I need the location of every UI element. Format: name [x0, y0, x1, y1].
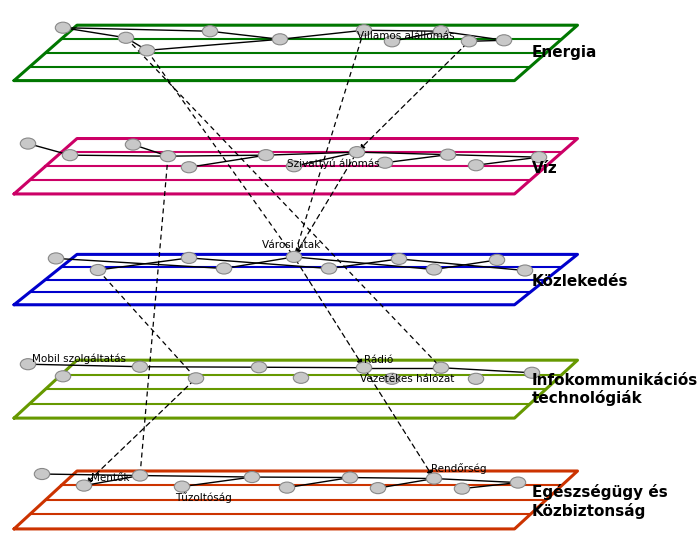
Circle shape: [132, 470, 148, 481]
Circle shape: [384, 36, 400, 47]
Text: Egészségügy és
Közbiztonság: Egészségügy és Közbiztonság: [532, 484, 668, 519]
Circle shape: [524, 367, 540, 378]
Text: Mentők: Mentők: [91, 473, 130, 482]
Text: Rendőrség: Rendőrség: [430, 463, 486, 474]
Circle shape: [34, 468, 50, 480]
Circle shape: [377, 157, 393, 168]
Circle shape: [20, 138, 36, 149]
Circle shape: [244, 472, 260, 482]
Circle shape: [216, 263, 232, 274]
Circle shape: [468, 160, 484, 171]
Circle shape: [321, 263, 337, 274]
Circle shape: [461, 36, 477, 47]
Circle shape: [356, 25, 372, 36]
Circle shape: [391, 253, 407, 265]
Circle shape: [517, 265, 533, 276]
Circle shape: [160, 150, 176, 162]
Circle shape: [90, 265, 106, 275]
Text: Rádió: Rádió: [364, 355, 393, 365]
Circle shape: [440, 149, 456, 160]
Circle shape: [76, 480, 92, 491]
Polygon shape: [14, 254, 578, 305]
Circle shape: [55, 371, 71, 382]
Circle shape: [293, 372, 309, 383]
Text: Szivattyú állomás: Szivattyú állomás: [287, 159, 379, 169]
Circle shape: [118, 32, 134, 43]
Circle shape: [510, 477, 526, 488]
Circle shape: [139, 45, 155, 56]
Circle shape: [202, 26, 218, 37]
Circle shape: [62, 150, 78, 161]
Circle shape: [489, 254, 505, 266]
Circle shape: [48, 253, 64, 264]
Circle shape: [356, 362, 372, 374]
Circle shape: [433, 362, 449, 374]
Text: Villamos alállomás: Villamos alállomás: [357, 31, 454, 41]
Polygon shape: [14, 139, 578, 194]
Circle shape: [279, 482, 295, 493]
Polygon shape: [14, 25, 578, 81]
Circle shape: [426, 264, 442, 275]
Circle shape: [251, 362, 267, 373]
Circle shape: [384, 374, 400, 384]
Circle shape: [174, 481, 190, 492]
Circle shape: [426, 473, 442, 484]
Circle shape: [188, 373, 204, 384]
Circle shape: [342, 472, 358, 483]
Circle shape: [454, 483, 470, 494]
Text: Vezetékes hálózat: Vezetékes hálózat: [360, 374, 455, 384]
Circle shape: [181, 162, 197, 173]
Text: Energia: Energia: [532, 45, 597, 60]
Text: Tűzoltóság: Tűzoltóság: [175, 492, 232, 503]
Text: Víz: Víz: [532, 161, 558, 176]
Circle shape: [496, 34, 512, 46]
Circle shape: [468, 374, 484, 384]
Circle shape: [286, 251, 302, 262]
Text: Városi utak: Városi utak: [262, 240, 321, 250]
Circle shape: [125, 139, 141, 150]
Circle shape: [349, 147, 365, 158]
Circle shape: [531, 151, 547, 163]
Circle shape: [258, 150, 274, 161]
Circle shape: [20, 358, 36, 370]
Circle shape: [370, 482, 386, 494]
Circle shape: [181, 252, 197, 264]
Polygon shape: [14, 360, 578, 418]
Circle shape: [272, 34, 288, 45]
Circle shape: [286, 161, 302, 172]
Circle shape: [433, 26, 449, 37]
Polygon shape: [14, 471, 578, 529]
Text: Mobil szolgáltatás: Mobil szolgáltatás: [32, 353, 125, 364]
Text: Közlekedés: Közlekedés: [532, 274, 629, 288]
Circle shape: [55, 22, 71, 33]
Text: Infokommunikációs
technológiák: Infokommunikációs technológiák: [532, 372, 699, 406]
Circle shape: [132, 361, 148, 372]
